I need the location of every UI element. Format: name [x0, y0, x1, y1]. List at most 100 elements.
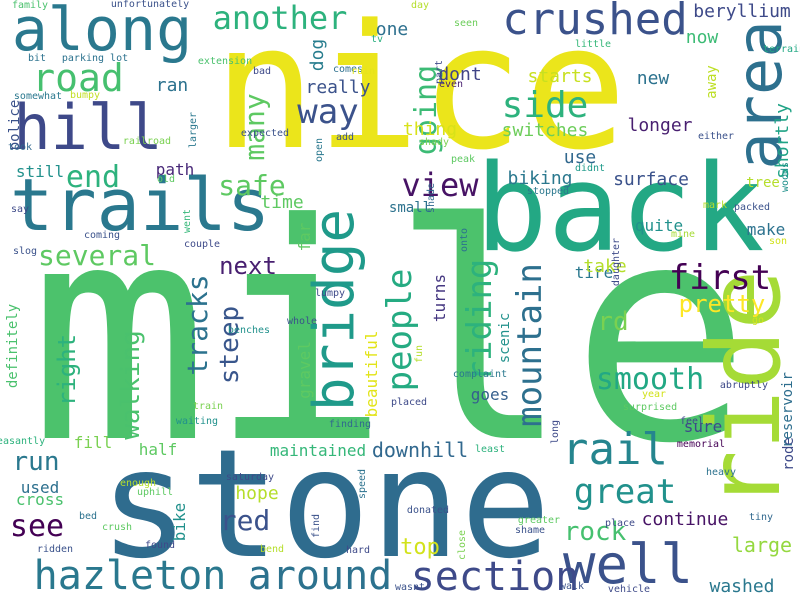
word-still: still [15, 162, 65, 181]
word-ran: ran [155, 75, 189, 96]
word-reservoir: reservoir [780, 372, 796, 448]
word-ruin: ruin [350, 66, 376, 77]
word-bit: bit [27, 53, 47, 64]
word-year: year [641, 389, 667, 400]
word-tv: tv [370, 34, 384, 45]
word-tree: tree [746, 175, 780, 191]
word-biking: biking [507, 168, 573, 189]
word-downhill: downhill [371, 438, 469, 462]
word-abruptly: abruptly [719, 380, 769, 391]
word-end: end [65, 160, 121, 195]
word-far: far [295, 222, 314, 252]
word-another: another [212, 0, 348, 37]
word-took: took [7, 142, 33, 153]
word-small: small [388, 200, 432, 216]
word-away: away [704, 65, 720, 99]
word-section: section [410, 554, 580, 600]
word-well: well [562, 533, 694, 596]
word-speed: speed [357, 468, 368, 500]
word-view: view [401, 166, 479, 204]
word-pleasantly: pleasantly [0, 436, 46, 447]
word-close: close [457, 529, 468, 561]
word-goes: goes [470, 385, 510, 404]
word-whole: whole [286, 316, 318, 327]
word-hard: hard [345, 545, 371, 556]
word-wasnt: wasnt [394, 582, 426, 593]
word-found: found [144, 540, 176, 551]
word-shame: shame [514, 525, 546, 536]
word-bridge: bridge [302, 208, 367, 412]
word-riding: riding [460, 258, 500, 382]
word-red: red [219, 504, 271, 537]
word-surface: surface [613, 169, 689, 190]
word-didnt: didnt [574, 163, 606, 174]
word-ridden: ridden [36, 544, 74, 555]
word-memorial: memorial [676, 439, 726, 450]
word-used: used [20, 478, 60, 497]
word-railroad: railroad [122, 136, 172, 147]
word-way: way [297, 92, 359, 132]
word-next: next [219, 252, 277, 280]
word-mark: mark [702, 200, 728, 211]
word-continue: continue [641, 509, 729, 530]
word-trails: trails [9, 163, 271, 247]
word-day: day [410, 0, 430, 11]
word-uphill: uphill [136, 487, 174, 498]
word-maintained: maintained [269, 441, 367, 460]
word-open: open [314, 137, 325, 163]
word-peak: peak [450, 154, 476, 165]
word-hazleton: hazleton [33, 553, 227, 599]
word-tiny: tiny [748, 512, 774, 523]
word-train: train [192, 401, 224, 412]
word-thing: thing [402, 119, 458, 140]
word-scenic: scenic [497, 312, 513, 364]
word-donated: donated [406, 505, 450, 516]
word-use: use [563, 147, 597, 168]
word-feel: feel [679, 416, 705, 427]
word-bend: bend [259, 544, 285, 555]
word-little: little [574, 39, 612, 50]
word-really: really [305, 77, 371, 98]
word-mine: mine [670, 229, 696, 240]
word-least: least [474, 444, 506, 455]
word-beautiful: beautiful [362, 330, 381, 418]
word-long: long [550, 419, 561, 445]
word-part: part [434, 59, 445, 85]
word-tracks: tracks [181, 274, 214, 376]
word-top: top [400, 535, 440, 560]
word-take: take [583, 256, 627, 277]
word-run: run [12, 447, 60, 477]
word-even: even [438, 79, 464, 90]
word-couple: couple [183, 239, 221, 250]
word-new: new [636, 68, 670, 89]
word-onto: onto [459, 227, 470, 253]
word-rd: rd [597, 307, 629, 337]
word-woods: woods [780, 161, 791, 193]
word-starts: starts [527, 66, 593, 87]
word-benches: benches [227, 325, 271, 336]
word-somewhat: somewhat [13, 91, 63, 102]
word-hill: hill [13, 91, 163, 164]
word-packed: packed [733, 202, 771, 213]
word-lumpy: lumpy [314, 288, 346, 299]
word-son: son [768, 236, 788, 247]
word-hope: hope [235, 483, 279, 504]
word-either: either [697, 131, 735, 142]
word-beryllium: beryllium [693, 1, 791, 22]
word-slog: slog [12, 246, 38, 257]
word-extension: extension [197, 56, 253, 67]
word-went: went [182, 208, 193, 234]
word-large: large [731, 533, 793, 557]
word-turns: turns [430, 273, 449, 323]
word-unfortunately: unfortunately [110, 0, 190, 10]
word-many: many [238, 93, 271, 161]
word-say: say [10, 204, 30, 215]
word-one: one [375, 19, 409, 40]
word-right: right [53, 333, 81, 407]
word-crushed: crushed [502, 0, 688, 45]
word-steep: steep [215, 305, 245, 385]
word-stone: stone [99, 418, 551, 592]
word-old: old [156, 174, 176, 185]
word-fun: fun [414, 344, 425, 364]
word-now: now [685, 27, 719, 48]
